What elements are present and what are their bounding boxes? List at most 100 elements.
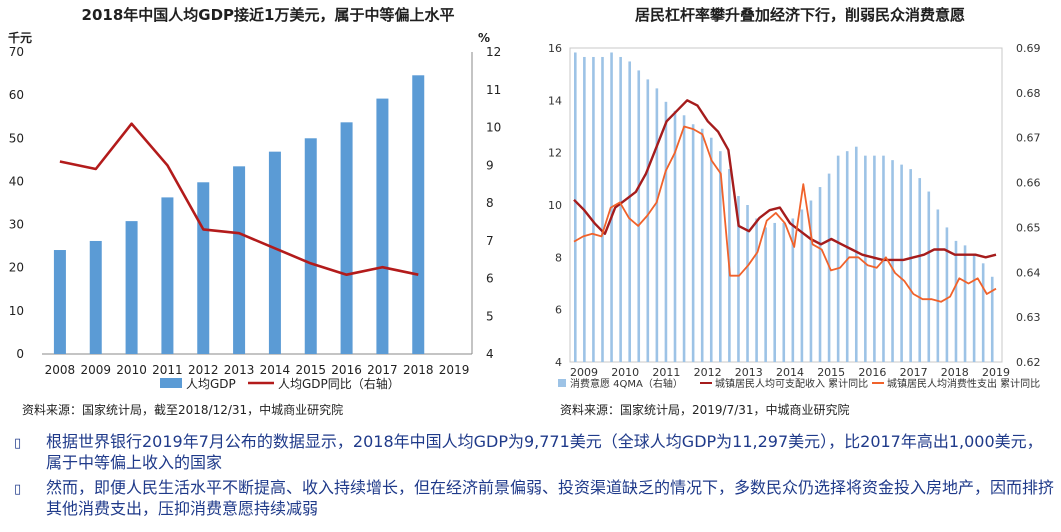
- x-tick-label: 2018: [941, 366, 969, 379]
- x-tick-label: 2011: [652, 366, 680, 379]
- x-tick-label: 2017: [367, 363, 398, 377]
- left-tick-label: 70: [9, 45, 24, 59]
- consumption-willingness-bar: [637, 70, 641, 362]
- x-tick-label: 2010: [116, 363, 147, 377]
- gdp-growth-line: [59, 122, 419, 276]
- gdp-bar: [125, 221, 138, 354]
- consumption-willingness-bar: [981, 263, 985, 362]
- gdp-bar: [304, 138, 317, 354]
- x-tick-label: 2016: [858, 366, 886, 379]
- left-tick-label: 12: [548, 147, 562, 160]
- x-tick-label: 2010: [611, 366, 639, 379]
- right-tick-label: 10: [486, 121, 501, 135]
- consumption-willingness-bar: [945, 227, 949, 362]
- consumption-willingness-bar: [864, 155, 867, 362]
- left-tick-label: 20: [9, 261, 24, 275]
- right-tick-label: 4: [486, 347, 494, 361]
- consumption-willingness-bar: [737, 196, 740, 362]
- left-tick-label: 4: [555, 356, 562, 369]
- x-tick-label: 2013: [224, 363, 255, 377]
- left-tick-label: 6: [555, 304, 562, 317]
- consumption-willingness-bar: [963, 245, 967, 362]
- left-tick-label: 40: [9, 174, 24, 188]
- consumption-willingness-bar: [655, 88, 659, 362]
- chart-consumption: 4 6 8 10 12 14 16 0.62 0.63 0.64 0.65 0.66 0.67 0.68 0…: [548, 42, 1041, 390]
- x-tick-label: 2009: [80, 363, 111, 377]
- left-tick-label: 10: [548, 199, 562, 212]
- consumption-willingness-bar: [809, 200, 813, 362]
- consumption-willingness-bar: [691, 124, 695, 362]
- consumption-willingness-bar: [682, 115, 686, 363]
- x-tick-label: 2012: [188, 363, 219, 377]
- x-tick-label: 2014: [776, 366, 804, 379]
- consumption-willingness-bar: [619, 56, 622, 362]
- right-axis-unit: %: [478, 31, 490, 45]
- x-tick-label: 2014: [260, 363, 291, 377]
- consumption-willingness-bar: [673, 110, 677, 362]
- bullet-item: ▯ 然而，即便人民生活水平不断提高、收入持续增长，但在经济前景偏弱、投资渠道缺乏…: [14, 477, 1054, 519]
- right-tick-label: 7: [486, 234, 494, 248]
- left-axis-unit: 千元: [8, 30, 32, 45]
- consumption-willingness-bar: [664, 101, 668, 362]
- right-tick-label: 0.66: [1016, 177, 1041, 190]
- legend-gdp-swatch: [160, 378, 182, 388]
- consumption-willingness-bar: [818, 187, 822, 362]
- consumption-willingness-bar: [646, 79, 650, 363]
- gdp-bar: [376, 98, 389, 354]
- chart2-title: 居民杠杆率攀升叠加经济下行，削弱民众消费意愿: [634, 6, 965, 24]
- source-note-2: 资料来源：国家统计局，2019/7/31，中城商业研究院: [560, 403, 850, 417]
- right-tick-label: 11: [486, 83, 501, 97]
- income-growth-line: [573, 99, 997, 262]
- left-tick-label: 50: [9, 131, 24, 145]
- bullet-list: ▯ 根据世界银行2019年7月公布的数据显示，2018年中国人均GDP为9,77…: [14, 431, 1054, 523]
- consumption-willingness-bar: [990, 276, 994, 362]
- right-tick-label: 9: [486, 158, 494, 172]
- x-tick-label: 2009: [570, 366, 598, 379]
- left-tick-label: 10: [9, 304, 24, 318]
- left-tick-label: 0: [16, 347, 24, 361]
- consumption-willingness-bar: [936, 209, 940, 362]
- legend-expenditure-label: 城镇居民人均消费性支出 累计同比: [887, 377, 1040, 390]
- x-tick-label: 2015: [295, 363, 326, 377]
- right-tick-label: 8: [486, 196, 494, 210]
- right-tick-label: 0.63: [1016, 311, 1041, 324]
- bullet-text: 根据世界银行2019年7月公布的数据显示，2018年中国人均GDP为9,771美…: [46, 432, 1043, 472]
- x-tick-label: 2011: [152, 363, 183, 377]
- right-tick-label: 12: [486, 45, 501, 59]
- consumption-willingness-bar: [972, 254, 976, 362]
- x-tick-label: 2017: [900, 366, 928, 379]
- x-tick-label: 2019: [439, 363, 470, 377]
- gdp-bar: [268, 151, 281, 354]
- consumption-willingness-bar: [909, 169, 912, 362]
- legend-growth-label: 人均GDP同比（右轴）: [278, 376, 400, 391]
- chart1-title: 2018年中国人均GDP接近1万美元，属于中等偏上水平: [81, 6, 455, 24]
- x-tick-label: 2018: [403, 363, 434, 377]
- consumption-willingness-bar: [628, 61, 631, 362]
- right-tick-label: 0.69: [1016, 42, 1041, 55]
- left-tick-label: 60: [9, 88, 24, 102]
- consumption-willingness-bar: [746, 205, 749, 362]
- gdp-bar: [161, 197, 174, 354]
- consumption-willingness-bar: [854, 146, 858, 362]
- gdp-bar: [89, 240, 102, 354]
- source-note-1: 资料来源：国家统计局，截至2018/12/31，中城商业研究院: [22, 403, 344, 417]
- consumption-willingness-bar: [791, 218, 795, 362]
- bullet-marker-icon: ▯: [14, 436, 22, 451]
- left-tick-label: 30: [9, 218, 24, 232]
- x-tick-label: 2013: [735, 366, 763, 379]
- consumption-willingness-bar: [836, 155, 840, 362]
- gdp-bar: [340, 122, 353, 354]
- consumption-willingness-bar: [719, 151, 722, 362]
- consumption-willingness-bar: [700, 128, 704, 362]
- right-tick-label: 5: [486, 309, 494, 323]
- plot-frame: [569, 47, 1003, 363]
- consumption-willingness-bar: [764, 227, 767, 362]
- right-tick-label: 0.68: [1016, 87, 1041, 100]
- consumption-willingness-bar: [927, 191, 931, 362]
- right-tick-label: 0.65: [1016, 221, 1041, 234]
- expenditure-growth-line: [573, 125, 997, 303]
- right-tick-label: 0.62: [1016, 356, 1041, 369]
- chart-gdp: 千元 % 0 10 20 30 40 50 60 70 4 5 6 7 8 9 10 11 12 2008 2009 20…: [8, 30, 501, 391]
- right-tick-label: 0.64: [1016, 266, 1041, 279]
- consumption-willingness-bar: [900, 164, 903, 362]
